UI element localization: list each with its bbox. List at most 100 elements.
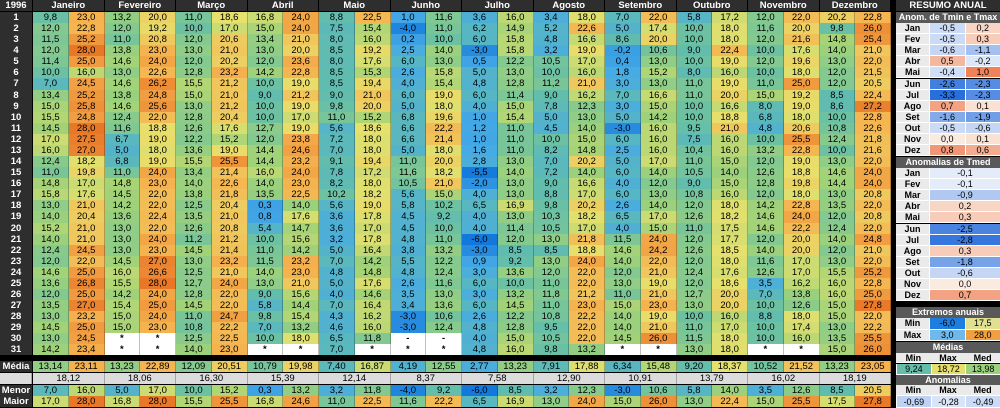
day-value: 20,0 <box>354 100 391 112</box>
day-value: 11,0 <box>533 277 570 289</box>
day-value: 18,0 <box>426 144 462 157</box>
day-value: 3,6 <box>462 12 498 24</box>
day-value: 22,2 <box>855 322 891 334</box>
menor-value: 5,8 <box>676 385 713 396</box>
menor-value: 3,2 <box>319 385 355 396</box>
day-value: 22,0 <box>140 200 176 212</box>
day-value: 9,8 <box>819 23 856 35</box>
day-label: 26 <box>0 289 32 301</box>
day-value: 13,6 <box>104 211 141 223</box>
day-value: 14,4 <box>819 178 856 190</box>
day-value: 6,0 <box>390 56 427 68</box>
day-value: 17,2 <box>354 167 391 179</box>
summary-month-label: Ago <box>896 245 929 257</box>
extremos-title: Extremos anuais <box>896 307 1000 318</box>
maior-value: 16,9 <box>497 396 534 407</box>
day-value: 13,0 <box>176 255 212 267</box>
day-value: 13,4 <box>247 34 284 46</box>
day-value: - <box>390 333 427 345</box>
day-value: 25,0 <box>68 56 105 68</box>
day-value: 15,0 <box>640 222 677 234</box>
extremos-value-a: -6,0 <box>929 318 965 330</box>
day-value: 14,8 <box>819 34 856 46</box>
day-label: 15 <box>0 167 32 179</box>
anom-title: Anom. de Tmin e Tmax <box>896 12 1000 23</box>
day-value: 12,6 <box>176 222 212 234</box>
day-value: 21,4 <box>211 244 248 256</box>
day-value: 19,6 <box>426 111 462 123</box>
day-value: 15,8 <box>426 67 462 79</box>
day-value: 11,4 <box>497 222 534 234</box>
day-value: 10,0 <box>676 34 713 46</box>
day-value: 12,0 <box>497 233 534 245</box>
day-value: 13,0 <box>176 45 212 57</box>
day-value: 9,8 <box>33 12 69 24</box>
day-value: 6,6 <box>390 122 427 134</box>
day-value: 12,0 <box>748 189 784 201</box>
day-value: 22,0 <box>569 277 605 289</box>
day-value: 22,2 <box>569 311 605 323</box>
day-value: 5,2 <box>533 23 570 35</box>
day-value: 4,8 <box>462 344 498 356</box>
day-value: 27,2 <box>855 100 891 112</box>
anom-tmin-value: 0,5 <box>929 56 965 68</box>
medias-value: 13,98 <box>965 364 1000 375</box>
maior-value: 22,5 <box>354 396 391 407</box>
day-value: 23,0 <box>140 178 176 190</box>
day-value: 8,8 <box>533 189 570 201</box>
summary-month-label: Fev <box>896 34 929 46</box>
media-avg-value: 10,91 <box>605 373 677 384</box>
day-value: 21,0 <box>712 122 748 134</box>
day-value: 18,6 <box>211 12 248 24</box>
day-value: 13,5 <box>819 333 856 345</box>
day-value: * <box>426 344 462 356</box>
media-value: 15,48 <box>640 361 677 372</box>
day-value: 15,0 <box>819 300 856 312</box>
day-value: 1,6 <box>462 144 498 157</box>
day-value: 7,0 <box>319 255 355 267</box>
day-value: 5,4 <box>247 222 284 234</box>
day-value: 10,0 <box>33 67 69 79</box>
media-avg-band <box>0 373 32 384</box>
media-value: 12,55 <box>426 361 462 372</box>
day-value: 17,5 <box>712 222 748 234</box>
day-value: 21,2 <box>211 78 248 90</box>
anomalias-header: Max <box>930 385 966 396</box>
day-value: 16,0 <box>712 133 748 145</box>
day-value: 4,0 <box>319 289 355 301</box>
day-value: 11,0 <box>497 144 534 157</box>
day-value: 15,6 <box>283 289 319 301</box>
day-value: 20,0 <box>783 244 820 256</box>
day-value: 13,0 <box>819 56 856 68</box>
day-value: 12,0 <box>676 255 713 267</box>
summary-month-label: Fev <box>896 179 929 191</box>
day-value: 14,5 <box>104 189 141 201</box>
medias-value: 9,24 <box>896 364 931 375</box>
day-label: 11 <box>0 122 32 134</box>
anom-tmax-value: 0,3 <box>964 34 1000 46</box>
anom-tmax-value: -0,2 <box>964 56 1000 68</box>
day-value: 8,5 <box>533 244 570 256</box>
day-value: * <box>390 344 427 356</box>
day-value: 22,8 <box>855 111 891 123</box>
day-value: 14,6 <box>748 211 784 223</box>
day-value: 14,2 <box>748 200 784 212</box>
media-avg-value: 8,37 <box>390 373 462 384</box>
day-value: 15,4 <box>283 311 319 323</box>
day-value: 11,0 <box>104 34 141 46</box>
day-value: 10,5 <box>533 333 570 345</box>
day-value: 11,6 <box>104 122 141 134</box>
day-value: 7,5 <box>676 133 713 145</box>
day-value: 7,0 <box>319 344 355 356</box>
menor-value: 11,8 <box>354 385 391 396</box>
day-value: 12,7 <box>176 277 212 289</box>
day-value: 21,2 <box>283 89 319 101</box>
day-value: 25,0 <box>855 289 891 301</box>
medias-title: Médias <box>896 342 1000 353</box>
day-value: 12,6 <box>176 122 212 134</box>
day-value: 17,0 <box>569 189 605 201</box>
day-value: 18,2 <box>68 156 105 168</box>
day-value: 15,3 <box>354 67 391 79</box>
day-value: 3,4 <box>533 12 570 24</box>
day-value: 15,0 <box>748 89 784 101</box>
